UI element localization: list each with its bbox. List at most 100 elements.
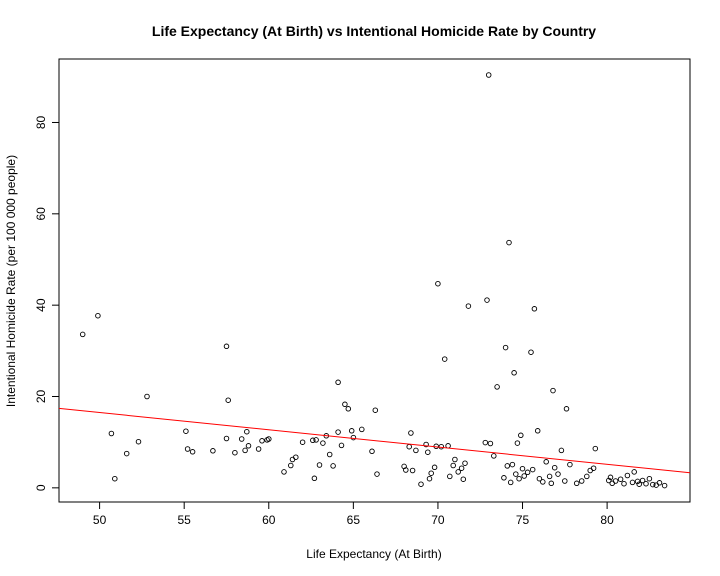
data-point [108,430,115,437]
data-point [465,303,472,309]
x-axis-label: Life Expectancy (At Birth) [306,547,441,561]
data-point [631,469,637,475]
data-point [95,312,101,319]
data-point [428,470,434,476]
data-point [462,460,468,466]
data-point [413,447,419,454]
data-point [484,297,490,303]
data-point [592,445,599,452]
data-point [606,477,612,484]
regression-line [58,407,691,474]
data-point [266,436,272,442]
data-point [529,466,536,473]
data-point [311,475,318,482]
data-point [509,461,516,468]
data-point [406,443,412,450]
y-tick-label: 40 [34,298,48,312]
data-point [335,379,341,386]
data-point [519,465,526,472]
data-point [452,456,458,463]
data-point [460,476,467,482]
data-point [482,439,489,446]
data-point [646,475,653,482]
data-point [281,469,287,475]
data-point [320,440,326,446]
y-axis: 0 20 40 60 80 [34,115,60,491]
y-tick-label: 0 [34,484,48,491]
data-point [326,451,333,458]
data-point [348,428,355,434]
data-point [531,306,538,312]
data-point [643,480,649,487]
data-point [259,438,265,444]
data-point [225,397,231,403]
data-point [316,462,323,468]
x-tick-label: 70 [431,513,445,527]
data-point [514,440,521,446]
data-point [650,481,656,488]
y-axis-label: Intentional Homicide Rate (per 100 000 p… [4,155,18,407]
data-point [502,344,509,351]
data-point [335,429,341,435]
data-point [244,428,250,435]
data-point [656,480,663,486]
data-point [445,443,451,449]
x-axis: 50 55 60 65 70 75 80 [93,501,614,527]
x-tick-label: 75 [516,513,530,527]
data-point [112,475,118,482]
data-point [299,439,306,445]
data-point [374,471,380,477]
data-point [550,387,556,394]
x-tick-label: 80 [600,513,614,527]
data-point [403,467,409,473]
data-point [543,459,549,465]
data-point [507,479,514,486]
data-point [494,384,500,390]
data-point [511,370,517,376]
data-point [558,447,565,454]
data-point [516,475,522,482]
data-point [210,448,216,454]
data-point [634,478,641,485]
data-point [310,437,316,444]
data-point [223,435,230,442]
data-point [563,406,570,412]
data-point [534,428,541,434]
data-point [636,481,642,487]
y-tick-label: 60 [34,207,48,221]
data-point [431,464,438,471]
data-point [504,463,511,469]
data-point [536,475,543,482]
data-point [245,443,252,449]
data-point [372,407,379,413]
data-point [438,443,445,450]
data-point [513,471,519,477]
data-point [546,473,553,480]
data-point [518,432,524,439]
data-point [450,462,456,469]
data-point [223,343,230,350]
data-point [584,473,590,480]
data-point [555,471,561,477]
data-point [458,465,465,471]
plot-frame [58,58,691,503]
data-point [435,280,441,287]
data-point [289,456,296,463]
data-point [612,478,619,484]
data-point [255,446,262,452]
x-tick-label: 65 [347,513,361,527]
data-point [567,461,573,468]
data-point [425,449,431,455]
data-point [621,480,627,487]
data-point [524,469,531,476]
data-point [409,467,416,474]
data-point [491,453,497,459]
data-point [501,475,507,481]
data-point [607,474,614,481]
data-point [487,440,494,447]
data-point [578,478,585,484]
data-point [441,356,448,362]
data-point [238,436,245,442]
data-point [135,438,142,445]
